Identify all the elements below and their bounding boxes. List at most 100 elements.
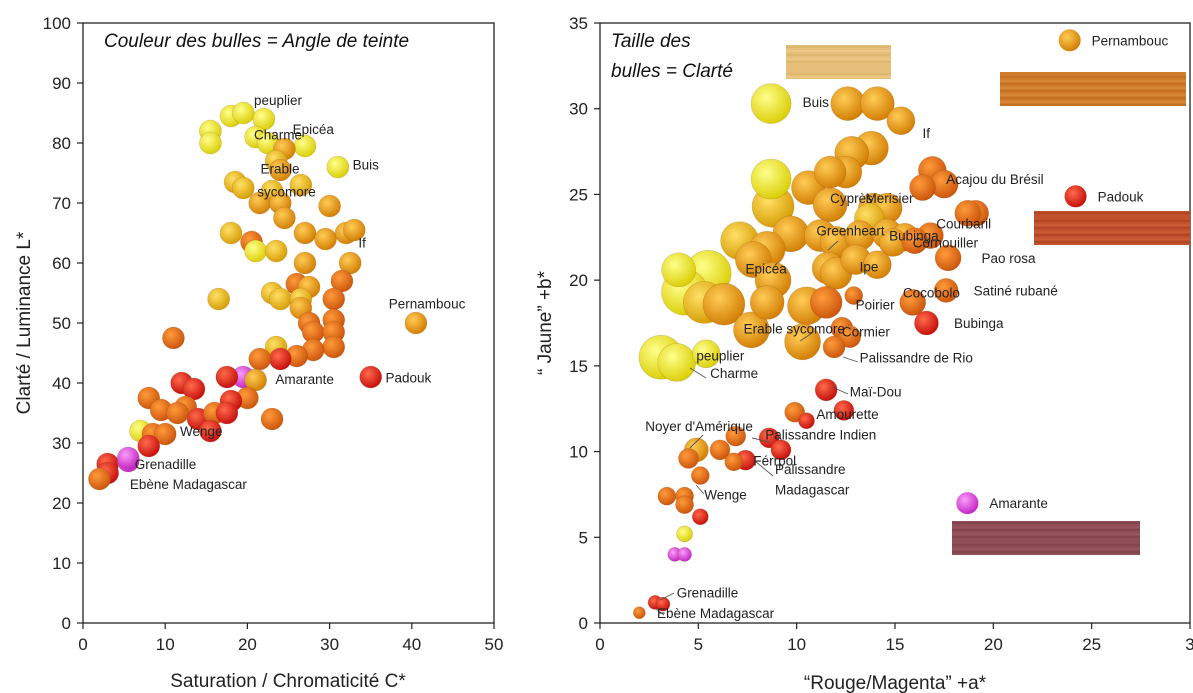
right-x-tick-label: 25 [1082, 635, 1101, 654]
left-bubble [260, 407, 284, 431]
leader-erable [799, 332, 813, 342]
right-bubble [691, 508, 709, 526]
left-bubble [322, 335, 346, 359]
left-y-tick-label: 70 [52, 194, 71, 213]
right-y-tick-label: 5 [579, 528, 588, 547]
right-bubble [675, 495, 694, 515]
leader-grenadille [659, 592, 675, 601]
right-chart-note-line-1: Taille des [611, 31, 691, 52]
left-point-label: Charme [254, 127, 302, 142]
left-bubble [268, 287, 292, 311]
right-bubble [822, 335, 846, 359]
left-bubble [116, 446, 140, 470]
right-bubble [725, 425, 747, 447]
right-bubble [830, 86, 866, 121]
right-y-tick-label: 35 [569, 14, 588, 33]
wood-swatch-pernambouc [1000, 72, 1186, 106]
left-bubble [314, 227, 337, 251]
left-bubble [244, 239, 267, 263]
left-x-tick-label: 30 [320, 635, 339, 654]
left-point-label: Grenadille [135, 457, 197, 472]
right-bubble [954, 199, 982, 227]
wood-swatch-amarante [952, 521, 1140, 555]
left-chart-note: Couleur des bulles = Angle de teinte [104, 31, 409, 52]
right-point-label: Acajou du Brésil [946, 172, 1044, 187]
left-bubble [137, 434, 161, 458]
left-point-label: Ebène Madagascar [130, 477, 248, 492]
right-bubble [750, 83, 792, 124]
leader-greenheart [827, 240, 839, 251]
right-point-label: Cyprès [830, 191, 873, 206]
left-bubble [207, 287, 230, 311]
right-point-label: Poirier [856, 297, 896, 312]
left-x-axis-title: Saturation / Chromaticité C* [170, 671, 406, 692]
right-point-label: Ebène Madagascar [657, 606, 775, 621]
right-point-label: Bubinga [889, 229, 939, 244]
right-y-tick-label: 0 [579, 614, 588, 633]
right-point-label: Madagascar [775, 482, 850, 497]
wood-swatch-padouk [1034, 211, 1190, 245]
right-bubble [749, 285, 785, 320]
legend-bubble [1064, 185, 1087, 208]
right-point-label: Bubinga [954, 316, 1004, 331]
right-y-tick-label: 20 [569, 271, 588, 290]
left-point-label: Amarante [275, 372, 334, 387]
right-point-label: Greenheart [816, 224, 885, 239]
right-y-tick-label: 10 [569, 443, 588, 462]
right-y-tick-label: 30 [569, 100, 588, 119]
left-point-label: Erable [261, 162, 300, 177]
left-x-tick-label: 20 [238, 635, 257, 654]
right-bubble [809, 286, 843, 319]
legend-label: Padouk [1098, 189, 1144, 204]
right-bubble [798, 412, 815, 430]
left-bubble [326, 155, 350, 179]
right-point-label: peuplier [696, 349, 745, 364]
right-y-axis-title: “ Jaune” +b* [535, 270, 556, 375]
leader-wenge [695, 484, 705, 495]
right-point-label: Cormier [842, 325, 891, 340]
right-bubble [657, 486, 677, 506]
left-bubble [219, 221, 243, 245]
right-x-tick-label: 0 [595, 635, 604, 654]
left-y-tick-label: 50 [52, 314, 71, 333]
left-y-tick-label: 20 [52, 494, 71, 513]
left-bubble [153, 422, 177, 446]
right-bubble [838, 325, 862, 349]
right-point-label: Amourette [816, 407, 878, 422]
left-bubble [268, 158, 292, 182]
right-point-label: Noyer d'Amérique [645, 419, 753, 434]
left-bubble [248, 347, 272, 371]
left-bubble [166, 401, 189, 425]
right-point-label: Merisier [866, 191, 915, 206]
right-bubble [702, 282, 746, 326]
right-point-label: Epicéa [746, 261, 788, 276]
right-bubble [814, 378, 838, 402]
left-x-tick-label: 10 [156, 635, 175, 654]
left-bubble [215, 365, 239, 389]
right-bubble [862, 250, 892, 280]
left-bubble [268, 347, 292, 371]
left-bubble [199, 419, 222, 443]
left-bubble [88, 467, 111, 491]
left-chart: Couleur des bulles = Angle de teinte Sat… [14, 14, 503, 692]
right-point-label: Palissandre de Rio [860, 350, 973, 365]
left-bubble [162, 326, 185, 350]
left-y-tick-label: 100 [43, 14, 71, 33]
left-point-label: Pernambouc [389, 297, 466, 312]
left-y-tick-label: 60 [52, 254, 71, 273]
right-bubble [690, 466, 710, 485]
left-bubble [273, 206, 296, 230]
right-bubble [633, 606, 646, 620]
right-point-label: Cocobolo [903, 285, 960, 300]
right-x-tick-label: 5 [694, 635, 703, 654]
left-point-label: Padouk [385, 370, 431, 385]
right-bubble [661, 252, 696, 288]
right-bubble [899, 289, 927, 316]
right-y-tick-label: 25 [569, 185, 588, 204]
right-x-tick-label: 20 [984, 635, 1003, 654]
left-bubble [322, 287, 346, 311]
left-bubble [342, 218, 366, 242]
right-bubble [813, 155, 847, 189]
left-y-tick-label: 30 [52, 434, 71, 453]
right-point-label: Palissandre [775, 462, 846, 477]
